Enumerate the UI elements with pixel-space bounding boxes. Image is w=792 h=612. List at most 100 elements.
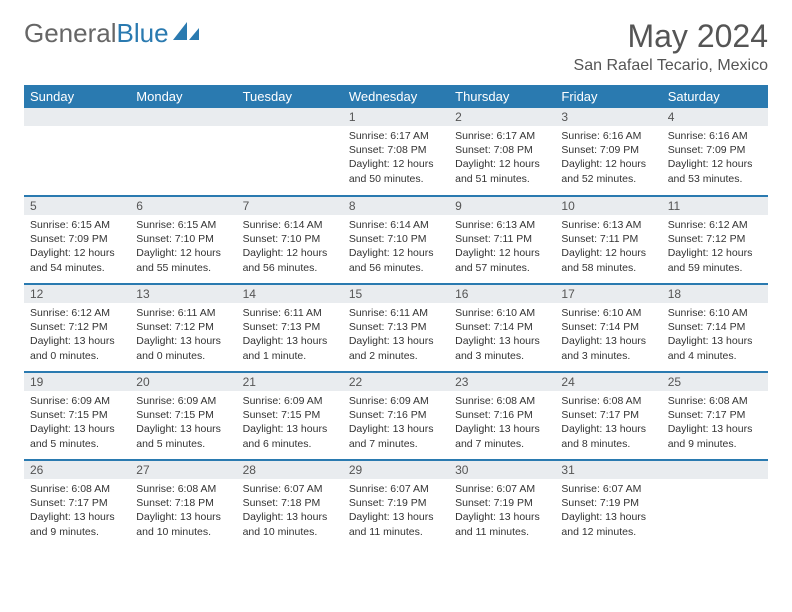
day-number: 1 [343,108,449,126]
sunset-line: Sunset: 7:09 PM [30,232,124,246]
sunset-line: Sunset: 7:18 PM [136,496,230,510]
day-content: Sunrise: 6:15 AMSunset: 7:10 PMDaylight:… [130,215,236,278]
day-number: 8 [343,197,449,215]
day-content: Sunrise: 6:10 AMSunset: 7:14 PMDaylight:… [449,303,555,366]
sunrise-line: Sunrise: 6:16 AM [561,129,655,143]
day-content: Sunrise: 6:07 AMSunset: 7:19 PMDaylight:… [449,479,555,542]
calendar-cell: 14Sunrise: 6:11 AMSunset: 7:13 PMDayligh… [237,284,343,372]
day-number: 24 [555,373,661,391]
day-number: 19 [24,373,130,391]
sunset-line: Sunset: 7:19 PM [561,496,655,510]
day-number: 22 [343,373,449,391]
day-number: 14 [237,285,343,303]
sunset-line: Sunset: 7:19 PM [349,496,443,510]
daylight-line: Daylight: 13 hours and 10 minutes. [136,510,230,538]
daylight-line: Daylight: 12 hours and 52 minutes. [561,157,655,185]
calendar-table: SundayMondayTuesdayWednesdayThursdayFrid… [24,85,768,548]
calendar-cell: 17Sunrise: 6:10 AMSunset: 7:14 PMDayligh… [555,284,661,372]
daylight-line: Daylight: 12 hours and 58 minutes. [561,246,655,274]
daylight-line: Daylight: 13 hours and 5 minutes. [30,422,124,450]
daylight-line: Daylight: 13 hours and 11 minutes. [455,510,549,538]
calendar-cell: 24Sunrise: 6:08 AMSunset: 7:17 PMDayligh… [555,372,661,460]
logo-text-1: General [24,18,117,49]
sunset-line: Sunset: 7:16 PM [349,408,443,422]
day-number: 12 [24,285,130,303]
daylight-line: Daylight: 12 hours and 54 minutes. [30,246,124,274]
sunset-line: Sunset: 7:13 PM [349,320,443,334]
calendar-cell: 1Sunrise: 6:17 AMSunset: 7:08 PMDaylight… [343,108,449,196]
calendar-cell: 4Sunrise: 6:16 AMSunset: 7:09 PMDaylight… [662,108,768,196]
sunrise-line: Sunrise: 6:17 AM [455,129,549,143]
calendar-cell: 31Sunrise: 6:07 AMSunset: 7:19 PMDayligh… [555,460,661,548]
calendar-cell: 26Sunrise: 6:08 AMSunset: 7:17 PMDayligh… [24,460,130,548]
sunrise-line: Sunrise: 6:08 AM [136,482,230,496]
day-number: 23 [449,373,555,391]
day-content: Sunrise: 6:09 AMSunset: 7:16 PMDaylight:… [343,391,449,454]
day-content: Sunrise: 6:08 AMSunset: 7:16 PMDaylight:… [449,391,555,454]
day-content: Sunrise: 6:14 AMSunset: 7:10 PMDaylight:… [343,215,449,278]
sunset-line: Sunset: 7:12 PM [30,320,124,334]
day-content: Sunrise: 6:13 AMSunset: 7:11 PMDaylight:… [555,215,661,278]
calendar-cell: 11Sunrise: 6:12 AMSunset: 7:12 PMDayligh… [662,196,768,284]
daylight-line: Daylight: 13 hours and 8 minutes. [561,422,655,450]
day-number-empty [237,108,343,126]
calendar-cell: 22Sunrise: 6:09 AMSunset: 7:16 PMDayligh… [343,372,449,460]
daylight-line: Daylight: 13 hours and 9 minutes. [668,422,762,450]
sunrise-line: Sunrise: 6:08 AM [561,394,655,408]
day-number: 25 [662,373,768,391]
calendar-cell: 7Sunrise: 6:14 AMSunset: 7:10 PMDaylight… [237,196,343,284]
calendar-cell: 28Sunrise: 6:07 AMSunset: 7:18 PMDayligh… [237,460,343,548]
sunrise-line: Sunrise: 6:07 AM [455,482,549,496]
calendar-head: SundayMondayTuesdayWednesdayThursdayFrid… [24,85,768,108]
day-number: 29 [343,461,449,479]
sunrise-line: Sunrise: 6:13 AM [455,218,549,232]
sunrise-line: Sunrise: 6:09 AM [349,394,443,408]
day-content: Sunrise: 6:09 AMSunset: 7:15 PMDaylight:… [24,391,130,454]
logo: GeneralBlue [24,18,199,49]
day-number: 27 [130,461,236,479]
logo-sail-icon [173,18,199,49]
daylight-line: Daylight: 13 hours and 7 minutes. [349,422,443,450]
calendar-cell: 18Sunrise: 6:10 AMSunset: 7:14 PMDayligh… [662,284,768,372]
sunset-line: Sunset: 7:19 PM [455,496,549,510]
day-content: Sunrise: 6:15 AMSunset: 7:09 PMDaylight:… [24,215,130,278]
daylight-line: Daylight: 12 hours and 51 minutes. [455,157,549,185]
daylight-line: Daylight: 13 hours and 5 minutes. [136,422,230,450]
location: San Rafael Tecario, Mexico [574,57,768,75]
sunrise-line: Sunrise: 6:08 AM [668,394,762,408]
day-content: Sunrise: 6:14 AMSunset: 7:10 PMDaylight:… [237,215,343,278]
sunset-line: Sunset: 7:15 PM [243,408,337,422]
daylight-line: Daylight: 12 hours and 57 minutes. [455,246,549,274]
day-content: Sunrise: 6:10 AMSunset: 7:14 PMDaylight:… [662,303,768,366]
sunset-line: Sunset: 7:17 PM [30,496,124,510]
sunset-line: Sunset: 7:14 PM [561,320,655,334]
calendar-cell [662,460,768,548]
sunrise-line: Sunrise: 6:15 AM [136,218,230,232]
daylight-line: Daylight: 13 hours and 6 minutes. [243,422,337,450]
daylight-line: Daylight: 12 hours and 53 minutes. [668,157,762,185]
day-content: Sunrise: 6:10 AMSunset: 7:14 PMDaylight:… [555,303,661,366]
daylight-line: Daylight: 13 hours and 7 minutes. [455,422,549,450]
sunrise-line: Sunrise: 6:10 AM [561,306,655,320]
day-content: Sunrise: 6:16 AMSunset: 7:09 PMDaylight:… [555,126,661,189]
day-content: Sunrise: 6:12 AMSunset: 7:12 PMDaylight:… [662,215,768,278]
sunrise-line: Sunrise: 6:13 AM [561,218,655,232]
header: GeneralBlue May 2024 San Rafael Tecario,… [24,18,768,75]
day-content: Sunrise: 6:08 AMSunset: 7:18 PMDaylight:… [130,479,236,542]
day-number: 4 [662,108,768,126]
calendar-cell [130,108,236,196]
day-number: 18 [662,285,768,303]
daylight-line: Daylight: 13 hours and 2 minutes. [349,334,443,362]
day-number: 16 [449,285,555,303]
day-number: 6 [130,197,236,215]
day-content: Sunrise: 6:08 AMSunset: 7:17 PMDaylight:… [24,479,130,542]
daylight-line: Daylight: 13 hours and 11 minutes. [349,510,443,538]
daylight-line: Daylight: 13 hours and 12 minutes. [561,510,655,538]
calendar-cell: 5Sunrise: 6:15 AMSunset: 7:09 PMDaylight… [24,196,130,284]
weekday-header: Friday [555,85,661,108]
day-content: Sunrise: 6:07 AMSunset: 7:18 PMDaylight:… [237,479,343,542]
day-content: Sunrise: 6:17 AMSunset: 7:08 PMDaylight:… [343,126,449,189]
calendar-cell: 25Sunrise: 6:08 AMSunset: 7:17 PMDayligh… [662,372,768,460]
sunset-line: Sunset: 7:08 PM [455,143,549,157]
sunset-line: Sunset: 7:15 PM [136,408,230,422]
